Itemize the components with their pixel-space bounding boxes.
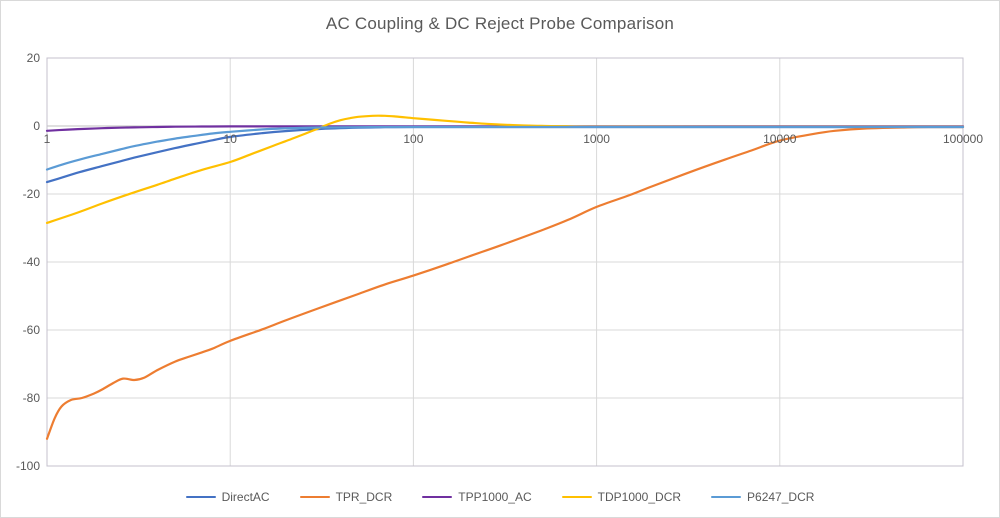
x-tick-label: 100000 xyxy=(943,132,983,146)
y-tick-label: -100 xyxy=(16,459,40,473)
legend-swatch xyxy=(422,495,453,499)
legend-label: TDP1000_DCR xyxy=(597,490,682,504)
legend-swatch xyxy=(561,495,592,499)
chart-title: AC Coupling & DC Reject Probe Comparison xyxy=(325,14,675,33)
legend-item: TPP1000_AC xyxy=(422,490,532,504)
plot-border xyxy=(46,57,964,467)
y-tick-label: -40 xyxy=(23,255,41,269)
x-tick-label: 10000 xyxy=(763,132,797,146)
y-tick-label: -60 xyxy=(23,323,41,337)
legend-label: TPR_DCR xyxy=(335,490,393,504)
x-tick-label: 10 xyxy=(224,132,238,146)
legend-label: TPP1000_AC xyxy=(458,490,532,504)
series-line-tdp1000_dcr xyxy=(45,114,965,224)
legend-swatch xyxy=(185,495,216,499)
legend-swatch xyxy=(299,495,330,499)
y-tick-label: -20 xyxy=(23,187,41,201)
series-line-tpr_dcr xyxy=(45,125,965,440)
legend-item: P6247_DCR xyxy=(711,490,814,504)
y-tick-label: -80 xyxy=(23,391,41,405)
legend-item: TPR_DCR xyxy=(299,490,393,504)
x-tick-label: 1000 xyxy=(583,132,610,146)
series-line-p6247_dcr xyxy=(45,125,965,171)
legend-label: DirectAC xyxy=(221,490,270,504)
x-tick-label: 100 xyxy=(403,132,423,146)
legend-label: P6247_DCR xyxy=(747,490,815,504)
legend: DirectAC TPR_DCR TPP1000_AC TDP1000_DCR P624… xyxy=(1,490,999,504)
series-line-directac xyxy=(45,125,965,184)
legend-item: TDP1000_DCR xyxy=(561,490,682,504)
x-tick-label: 1 xyxy=(44,132,51,146)
legend-swatch xyxy=(711,495,742,499)
y-tick-label: 0 xyxy=(33,119,40,133)
legend-item: DirectAC xyxy=(185,490,270,504)
y-tick-label: 20 xyxy=(27,51,41,65)
